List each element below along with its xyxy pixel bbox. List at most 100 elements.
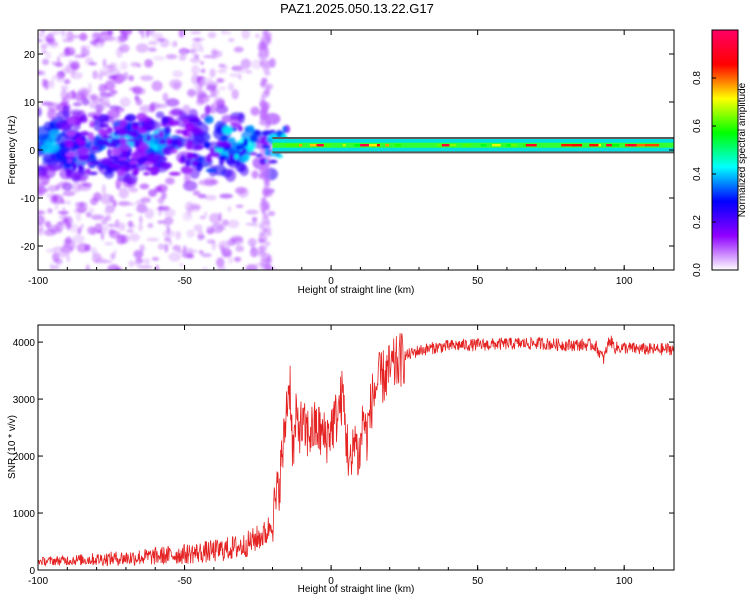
spectrogram-blob [41, 58, 50, 66]
spectrogram-blob [213, 97, 226, 107]
spectrogram-blob [198, 179, 213, 186]
spectrogram-blob [264, 227, 272, 233]
spectrogram-blob [157, 205, 171, 211]
spectrogram-blob [140, 75, 154, 82]
snr-y-tick-label: 3000 [13, 395, 36, 406]
spectrogram-x-ticks: -100 -50 0 50 100 [28, 30, 654, 287]
spectrogram-hot-blob [175, 129, 185, 134]
carrier-band-peak [572, 144, 583, 147]
spectrogram-blob [217, 263, 226, 270]
spectrogram-hot-blob [225, 155, 230, 160]
spectrogram-blob [135, 43, 149, 53]
spectrogram-hot-blob [163, 126, 171, 135]
spectrogram-blob [130, 61, 141, 67]
spectrogram-blob [183, 247, 194, 257]
spectrogram-blob [74, 170, 89, 181]
spectrogram-hot-blob [247, 125, 255, 133]
spectrogram-hot-blob [77, 146, 89, 156]
spectrogram-blob [176, 249, 186, 254]
spectrogram-blob [255, 33, 260, 38]
spectrogram-blob [119, 97, 131, 108]
spectrogram-blob [51, 61, 57, 65]
spectrogram-blob [113, 249, 117, 256]
spectrogram-hot-blob [193, 144, 204, 150]
spectrogram-blob [146, 30, 155, 36]
spectrogram-blob [125, 213, 133, 217]
spectrogram-y-tick-label: -20 [21, 242, 36, 253]
colorbar-tick-label: 0.0 [692, 263, 703, 277]
spectrogram-blob [91, 214, 105, 221]
spectrogram-blob [54, 258, 63, 265]
spectrogram-blob [204, 211, 208, 217]
colorbar-tick-label: 0.6 [692, 119, 703, 133]
spectrogram-blob [68, 51, 75, 55]
spectrogram-blob [94, 257, 107, 264]
spectrogram-blob [228, 37, 235, 43]
spectrogram-blob [218, 86, 227, 91]
spectrogram-blob [263, 263, 271, 270]
spectrogram-hot-blob [163, 157, 168, 161]
spectrogram-blob [268, 211, 276, 216]
spectrogram-x-tick-label: 100 [616, 276, 633, 287]
spectrogram-blob [194, 83, 203, 91]
spectrogram-hot-blob [181, 154, 186, 164]
spectrogram-blob [191, 37, 205, 42]
spectrogram-blob [144, 58, 154, 68]
spectrogram-hot-blob [259, 158, 267, 165]
spectrogram-hot-blob [160, 162, 172, 170]
carrier-band-peak [627, 144, 637, 147]
spectrogram-blob [251, 170, 259, 179]
spectrogram-hot-blob [186, 152, 194, 159]
spectrogram-blob [102, 58, 107, 68]
spectrogram-hot-blob [65, 140, 74, 148]
spectrogram-blob [263, 176, 270, 184]
spectrogram-blob [118, 222, 126, 231]
carrier-band-peak [510, 144, 517, 147]
spectrogram-blob [263, 204, 269, 210]
spectrogram-hot-blob [185, 122, 195, 132]
spectrogram-hot-blob [113, 130, 119, 137]
snr-x-tick-label: 100 [616, 576, 633, 587]
spectrogram-blob [197, 93, 210, 104]
spectrogram-blob [71, 34, 81, 39]
spectrogram-hot-blob [264, 148, 270, 157]
colorbar-ticks: 0.0 0.2 0.4 0.6 0.8 [692, 71, 716, 277]
spectrogram-hot-blob [266, 137, 273, 143]
spectrogram-blob [200, 253, 212, 258]
spectrogram-blob [92, 42, 104, 48]
spectrogram-carrier-band [272, 137, 674, 154]
spectrogram-blob [247, 237, 257, 247]
spectrogram-blob [143, 258, 151, 265]
carrier-band-peak [611, 144, 620, 147]
spectrogram-blob [75, 211, 82, 222]
spectrogram-blob [231, 88, 239, 100]
spectrogram-blob [258, 46, 266, 51]
spectrogram-blob [66, 30, 74, 41]
spectrogram-hot-blob [85, 168, 91, 174]
spectrogram-blob [221, 30, 226, 34]
spectrogram-hot-blob [282, 125, 287, 133]
spectrogram-blob [65, 200, 72, 206]
spectrogram-x-tick-label: -100 [28, 276, 48, 287]
spectrogram-blob [38, 70, 43, 76]
spectrogram-blob [128, 260, 135, 268]
spectrogram-hot-blob [122, 150, 128, 155]
spectrogram-blob [38, 32, 46, 38]
spectrogram-blob [217, 69, 227, 74]
spectrogram-blob [204, 104, 211, 117]
spectrogram-blob [50, 229, 63, 234]
spectrogram-blob [148, 189, 158, 197]
spectrogram-blob [133, 249, 144, 259]
spectrogram-blob [175, 230, 182, 240]
snr-x-tick-label: 0 [328, 576, 334, 587]
spectrogram-blob [261, 188, 269, 196]
spectrogram-blob [227, 82, 235, 91]
spectrogram-blob [63, 78, 71, 85]
spectrogram-blob [62, 38, 75, 43]
spectrogram-blob [159, 38, 170, 48]
spectrogram-blob [106, 92, 116, 98]
spectrogram-blob [85, 264, 91, 270]
spectrogram-blob [219, 193, 233, 199]
spectrogram-hot-blob [161, 116, 169, 124]
spectrogram-x-tick-label: 50 [472, 276, 484, 287]
